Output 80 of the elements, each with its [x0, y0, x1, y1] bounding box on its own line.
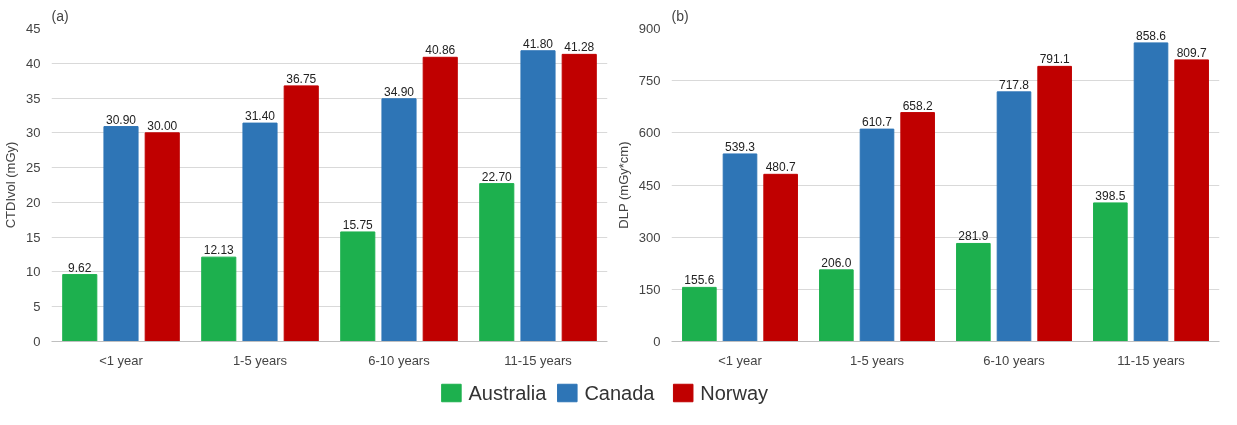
data-label: 9.62: [68, 260, 92, 275]
bar: [900, 112, 935, 342]
x-tick-label: <1 year: [99, 352, 144, 368]
y-tick-label: 20: [26, 194, 41, 210]
chart-title: (b): [671, 7, 689, 24]
y-tick-label: 45: [26, 21, 41, 36]
data-label: 610.7: [861, 115, 893, 130]
y-tick-label: 750: [638, 73, 661, 89]
bar: [1174, 59, 1209, 342]
x-tick-label: <1 year: [718, 352, 763, 368]
data-label: 155.6: [684, 273, 715, 288]
data-label: 15.75: [342, 217, 374, 232]
bar: [381, 98, 417, 342]
y-tick-label: 40: [26, 55, 41, 71]
data-label: 206.0: [821, 255, 852, 270]
data-label: 281.9: [958, 229, 989, 244]
y-tick-label: 35: [26, 90, 41, 106]
bar: [201, 256, 237, 342]
y-tick-label: 10: [26, 264, 41, 280]
y-axis-title: DLP (mGy*cm): [615, 141, 631, 229]
y-tick-label: 15: [26, 229, 41, 245]
data-label: 41.28: [564, 40, 595, 55]
data-label: 30.90: [105, 112, 137, 127]
bar: [996, 91, 1032, 342]
data-label: 22.70: [481, 169, 513, 184]
bar: [1093, 202, 1128, 342]
x-tick-label: 1-5 years: [232, 352, 288, 368]
bar: [819, 269, 854, 342]
bar: [103, 126, 139, 342]
data-label: 809.7: [1176, 45, 1207, 60]
data-label: 31.40: [244, 109, 276, 124]
y-tick-label: 450: [638, 177, 661, 193]
data-label: 30.00: [147, 118, 178, 133]
data-label: 539.3: [724, 139, 756, 154]
x-tick-label: 11-15 years: [1117, 352, 1186, 368]
bar: [561, 53, 597, 342]
y-tick-label: 150: [638, 281, 661, 297]
y-tick-label: 900: [638, 21, 661, 36]
y-tick-label: 300: [638, 229, 661, 245]
legend-label: Canada: [584, 382, 656, 404]
y-tick-label: 30: [26, 125, 41, 141]
x-tick-label: 11-15 years: [504, 352, 573, 368]
y-tick-label: 25: [26, 160, 41, 176]
bar: [1037, 65, 1072, 342]
data-label: 398.5: [1095, 188, 1126, 203]
bar: [422, 56, 458, 342]
legend-label: Norway: [700, 382, 769, 404]
data-label: 34.90: [383, 84, 415, 99]
data-label: 36.75: [286, 71, 317, 86]
data-label: 717.8: [998, 77, 1030, 92]
bar: [242, 122, 278, 342]
y-tick-label: 600: [638, 125, 661, 141]
bar: [1133, 42, 1169, 342]
data-label: 480.7: [765, 160, 796, 175]
y-tick-label: 0: [33, 334, 41, 349]
bar: [144, 132, 180, 342]
data-label: 658.2: [902, 98, 933, 113]
chart-title: (a): [51, 7, 69, 24]
bar: [956, 242, 991, 342]
bar: [682, 286, 717, 342]
legend-label: Australia: [468, 382, 548, 404]
data-label: 791.1: [1039, 52, 1070, 67]
data-label: 12.13: [203, 243, 235, 258]
bar: [859, 128, 895, 342]
y-axis-title: CTDIvol (mGy): [3, 141, 19, 229]
bar: [722, 153, 758, 342]
data-label: 41.80: [522, 36, 554, 51]
data-label: 40.86: [425, 43, 456, 58]
data-label: 858.6: [1135, 28, 1167, 43]
bar: [62, 274, 98, 342]
y-tick-label: 0: [653, 334, 661, 349]
bar: [340, 231, 376, 342]
y-tick-label: 5: [33, 299, 41, 315]
x-tick-label: 6-10 years: [368, 352, 431, 368]
bar: [763, 173, 798, 342]
x-tick-label: 6-10 years: [983, 352, 1046, 368]
x-tick-label: 1-5 years: [849, 352, 905, 368]
bar: [520, 50, 556, 342]
bar: [479, 183, 515, 342]
bar: [283, 85, 319, 342]
